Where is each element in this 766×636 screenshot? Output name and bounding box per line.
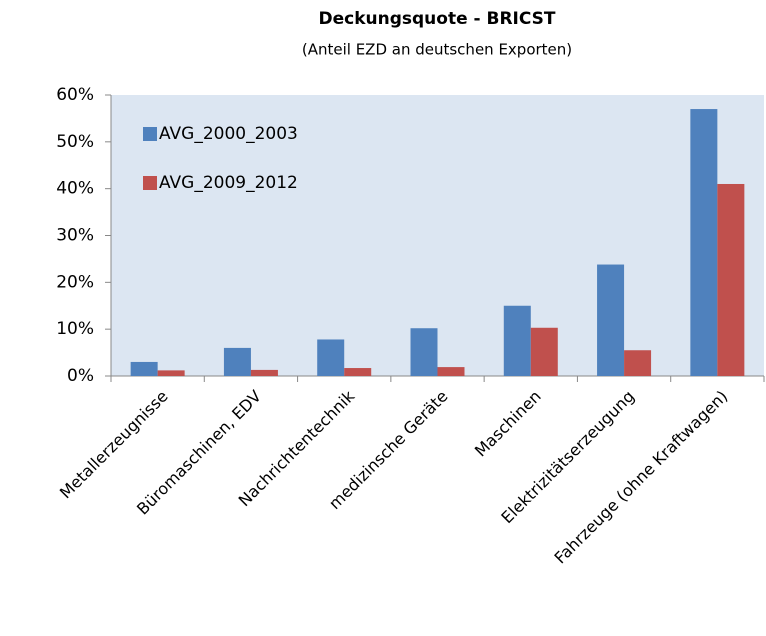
legend-label: AVG_2000_2003 [159, 124, 298, 144]
bar [597, 264, 625, 376]
x-tick-label: Maschinen [471, 387, 545, 461]
bar [624, 350, 652, 376]
bar [157, 370, 185, 376]
bar [317, 339, 345, 376]
bar [530, 327, 558, 376]
legend-label: AVG_2009_2012 [159, 173, 298, 193]
legend-swatch [143, 176, 157, 190]
bar [223, 347, 251, 376]
y-tick-label: 40% [56, 179, 94, 199]
bar [344, 368, 372, 376]
legend-swatch [143, 127, 157, 141]
y-tick-label: 20% [56, 272, 94, 292]
bar [717, 183, 745, 376]
y-tick-label: 50% [56, 132, 94, 152]
bar [690, 109, 718, 377]
y-tick-label: 30% [56, 226, 94, 246]
y-tick-label: 10% [56, 319, 94, 339]
bar [410, 328, 438, 376]
x-tick-label: Fahrzeuge (ohne Kraftwagen) [551, 387, 732, 568]
bar [437, 367, 465, 376]
chart-title: Deckungsquote - BRICST [318, 9, 555, 29]
y-tick-label: 60% [56, 85, 94, 105]
bar [503, 305, 531, 376]
y-tick-label: 0% [67, 366, 94, 386]
bar [130, 361, 158, 376]
bar [250, 369, 278, 376]
chart-subtitle: (Anteil EZD an deutschen Exporten) [302, 41, 572, 59]
